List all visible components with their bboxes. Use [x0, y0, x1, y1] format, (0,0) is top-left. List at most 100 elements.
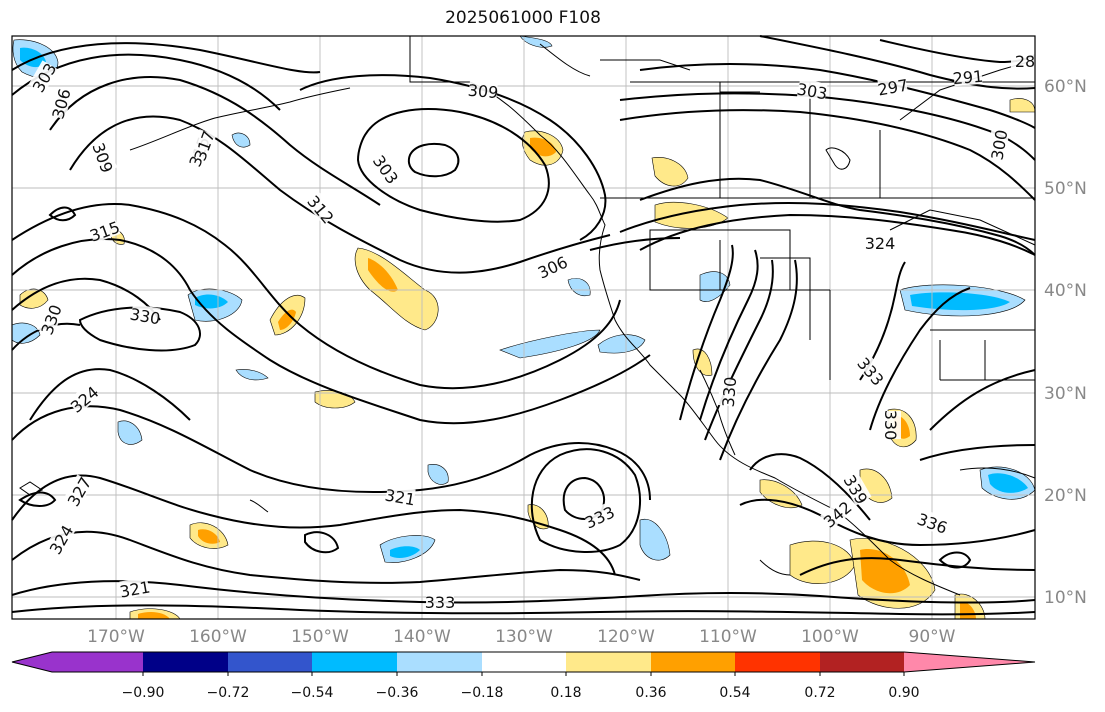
colorbar-segment	[482, 652, 566, 672]
contour-ao	[48, 206, 77, 222]
map-frame	[11, 35, 1036, 620]
colorbar-outline	[11, 651, 1036, 673]
contour-z	[759, 35, 1036, 90]
contour-v	[639, 177, 1036, 256]
shade-neg-15	[567, 278, 591, 297]
contour-ae	[679, 244, 734, 421]
contour-value-label: 28	[1015, 52, 1035, 71]
shade-neg-3b	[195, 294, 228, 309]
contour-al	[799, 557, 1036, 576]
latitude-labels: 60°N 50°N 40°N 30°N 20°N 10°N	[1044, 77, 1087, 608]
shade-neg-14	[231, 132, 251, 148]
shade-pos-15b	[860, 549, 910, 594]
colorbar-segment	[228, 652, 312, 672]
contour-x	[619, 92, 1036, 161]
colorbar-tick-label: 0.54	[719, 685, 750, 701]
colorbar-tick-label: 0.18	[550, 685, 581, 701]
contour-c	[49, 76, 381, 206]
height-contours	[11, 35, 1036, 616]
shade-neg-16	[235, 369, 269, 381]
contour-e	[11, 203, 621, 390]
contour-ac	[719, 259, 798, 461]
contour-m	[11, 580, 1036, 604]
longitude-label: 160°W	[189, 627, 247, 647]
colorbar-extend-max	[904, 652, 1035, 672]
shade-neg-8b	[910, 292, 1010, 311]
shade-pos-2	[651, 157, 689, 187]
colorbar-tick-label: 0.36	[635, 685, 666, 701]
latitude-label: 20°N	[1044, 486, 1087, 506]
map-title: 2025061000 F108	[445, 8, 601, 28]
colorbar-tick-label: −0.90	[122, 685, 165, 701]
colorbar-segment	[735, 652, 820, 672]
shade-neg-13	[639, 518, 671, 561]
latitude-label: 50°N	[1044, 179, 1087, 199]
colorbar-tick-label: 0.90	[888, 685, 919, 701]
contour-ag	[869, 287, 971, 431]
contour-value-label: 309	[467, 81, 499, 103]
shade-neg-6	[597, 334, 646, 354]
colorbar-tick-label: −0.36	[376, 685, 419, 701]
latitude-label: 10°N	[1044, 588, 1087, 608]
contour-a	[11, 42, 321, 74]
colorbar-tick-labels: −0.90 −0.72 −0.54 −0.36 −0.18 0.18 0.36 0.54 0.7…	[122, 672, 920, 701]
contour-o	[356, 108, 550, 223]
contour-ai	[919, 444, 1036, 461]
shade-pos-6	[19, 288, 49, 309]
shade-pos-12b	[198, 529, 220, 544]
contour-value-label: 330	[719, 376, 741, 408]
colorbar-tick-label: −0.72	[207, 685, 250, 701]
shade-neg-11b	[988, 473, 1028, 493]
colorbar-segment	[397, 652, 482, 672]
longitude-label: 120°W	[597, 627, 655, 647]
latitude-label: 40°N	[1044, 281, 1087, 301]
shade-neg-5	[499, 329, 601, 359]
contour-s	[562, 476, 605, 520]
contour-g	[11, 277, 161, 321]
contour-l	[11, 530, 641, 584]
contour-d	[69, 115, 611, 274]
colorbar-tick-label: −0.54	[291, 685, 334, 701]
longitude-label: 140°W	[393, 627, 451, 647]
contour-y	[639, 63, 1036, 129]
colorbar-segment	[566, 652, 651, 672]
contour-w	[619, 109, 1036, 201]
contour-p	[407, 142, 460, 178]
map-background	[12, 36, 1035, 619]
colorbar-segment	[312, 652, 397, 672]
contour-labels: 3033063093093033032972912830031531230631…	[28, 51, 1039, 612]
shaded-regions	[11, 35, 1036, 620]
contour-aq	[589, 237, 681, 251]
colorbar-extend-min	[12, 652, 52, 672]
contour-u	[639, 213, 1036, 256]
contour-k	[11, 474, 616, 576]
longitude-label: 170°W	[87, 627, 145, 647]
contour-ab	[704, 259, 774, 441]
colorbar-segment	[820, 652, 904, 672]
colorbar	[11, 651, 1036, 673]
contour-value-label: 324	[865, 234, 896, 253]
shade-pos-5b	[278, 309, 296, 330]
longitude-label: 100°W	[801, 627, 859, 647]
colorbar-segment	[651, 652, 735, 672]
contour-ah	[929, 369, 1036, 431]
contour-value-label: 333	[425, 593, 456, 612]
longitude-label: 110°W	[699, 627, 757, 647]
contour-t	[619, 201, 1036, 241]
contour-value-label: 291	[952, 67, 984, 89]
latitude-label: 60°N	[1044, 77, 1087, 97]
shade-neg-10	[427, 464, 449, 485]
shade-neg-7	[699, 271, 731, 302]
longitude-label: 130°W	[495, 627, 553, 647]
contour-n	[11, 604, 1036, 616]
contour-ap	[938, 551, 972, 569]
shade-pos-4b	[368, 258, 398, 292]
contour-r	[530, 448, 641, 553]
contour-am	[18, 491, 57, 507]
contour-an	[304, 531, 340, 554]
shade-neg-4	[11, 322, 41, 344]
latitude-label: 30°N	[1044, 384, 1087, 404]
shade-neg-12b	[390, 546, 420, 558]
shade-neg-9	[117, 420, 143, 445]
